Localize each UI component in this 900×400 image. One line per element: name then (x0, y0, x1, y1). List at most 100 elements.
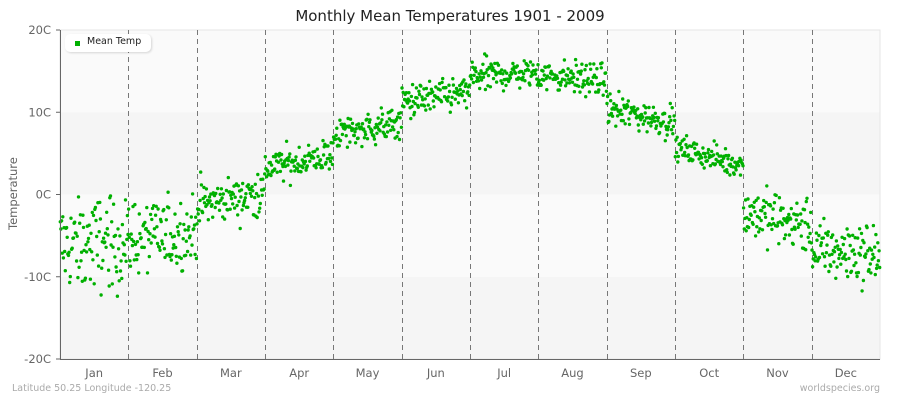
data-point (440, 80, 444, 85)
data-point (295, 166, 299, 171)
y-tick-label: -10C (24, 270, 51, 284)
data-point (202, 201, 207, 205)
data-point (116, 247, 121, 251)
data-point (208, 199, 212, 203)
data-point (87, 223, 91, 227)
data-point (246, 205, 250, 209)
data-point (542, 73, 546, 77)
data-point (686, 153, 691, 157)
data-point (635, 114, 639, 118)
data-point (79, 250, 84, 254)
data-point (328, 153, 332, 157)
data-point (138, 231, 142, 236)
data-point (113, 255, 117, 259)
data-point (836, 244, 840, 248)
data-point (541, 69, 545, 73)
data-point (843, 252, 847, 256)
data-point (164, 218, 168, 222)
data-point (789, 217, 793, 221)
data-point (874, 266, 879, 271)
data-point (158, 248, 162, 252)
data-point (683, 150, 687, 155)
data-point (499, 79, 503, 83)
data-point (755, 225, 759, 229)
data-point (446, 95, 451, 99)
data-points (58, 52, 882, 298)
data-point (185, 212, 189, 216)
data-point (586, 76, 590, 81)
data-point (111, 202, 116, 206)
data-point (384, 134, 388, 139)
data-point (515, 64, 519, 68)
x-tick-label: Nov (766, 366, 789, 380)
data-point (136, 253, 140, 257)
data-point (384, 123, 388, 127)
data-point (518, 86, 522, 90)
data-point (365, 137, 370, 141)
data-point (484, 54, 489, 58)
data-point (216, 186, 220, 191)
data-point (780, 223, 785, 227)
data-point (821, 236, 825, 240)
data-point (573, 57, 578, 62)
data-point (431, 90, 435, 94)
data-point (557, 88, 561, 92)
data-point (91, 213, 96, 218)
data-point (128, 259, 132, 263)
data-point (579, 69, 583, 73)
data-point (661, 120, 666, 124)
data-point (543, 65, 548, 70)
data-point (839, 250, 844, 255)
data-point (179, 256, 183, 261)
data-point (416, 105, 420, 110)
data-point (849, 269, 854, 273)
data-point (706, 147, 711, 152)
data-point (721, 165, 725, 169)
data-point (80, 279, 85, 283)
data-point (676, 160, 680, 164)
data-point (501, 72, 505, 76)
data-point (675, 135, 679, 139)
data-point (190, 192, 195, 196)
data-point (871, 223, 876, 228)
y-tick-label: 10C (28, 105, 51, 119)
data-point (363, 132, 368, 137)
data-point (647, 105, 651, 110)
data-point (627, 117, 631, 121)
data-point (220, 196, 224, 200)
data-point (787, 212, 791, 217)
data-point (723, 147, 728, 151)
data-point (199, 170, 203, 174)
data-point (179, 201, 183, 206)
x-tick-label: Feb (152, 366, 172, 380)
data-point (180, 269, 185, 273)
data-point (155, 225, 159, 229)
data-point (672, 114, 676, 118)
data-point (878, 265, 882, 270)
data-point (197, 207, 201, 212)
data-point (703, 151, 707, 156)
data-point (217, 201, 221, 205)
data-point (66, 253, 71, 258)
data-point (99, 293, 103, 297)
data-point (392, 128, 396, 132)
data-point (293, 158, 298, 162)
data-point (260, 193, 264, 197)
data-point (823, 264, 827, 268)
data-point (745, 216, 749, 220)
data-point (875, 263, 879, 267)
data-point (733, 160, 737, 164)
data-point (450, 95, 454, 100)
data-point (365, 117, 369, 122)
data-point (817, 233, 821, 238)
data-point (182, 222, 186, 227)
data-point (367, 125, 371, 129)
data-point (599, 66, 603, 70)
data-point (614, 124, 618, 128)
data-point (710, 149, 714, 154)
data-point (305, 164, 309, 168)
data-point (218, 192, 222, 196)
legend-label: Mean Temp (87, 36, 142, 47)
data-point (118, 269, 123, 273)
data-point (563, 78, 567, 82)
